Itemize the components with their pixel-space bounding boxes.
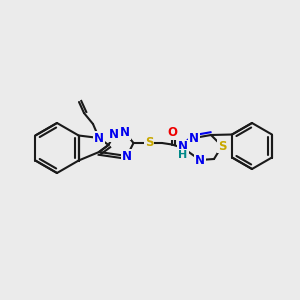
Text: N: N (178, 140, 188, 154)
Text: N: N (122, 149, 132, 163)
Text: N: N (195, 154, 205, 166)
Text: S: S (218, 140, 226, 152)
Text: O: O (167, 127, 177, 140)
Text: S: S (145, 136, 153, 149)
Text: N: N (109, 128, 119, 142)
Text: H: H (178, 150, 188, 160)
Text: N: N (189, 131, 199, 145)
Text: N: N (120, 126, 130, 139)
Text: N: N (94, 131, 104, 145)
